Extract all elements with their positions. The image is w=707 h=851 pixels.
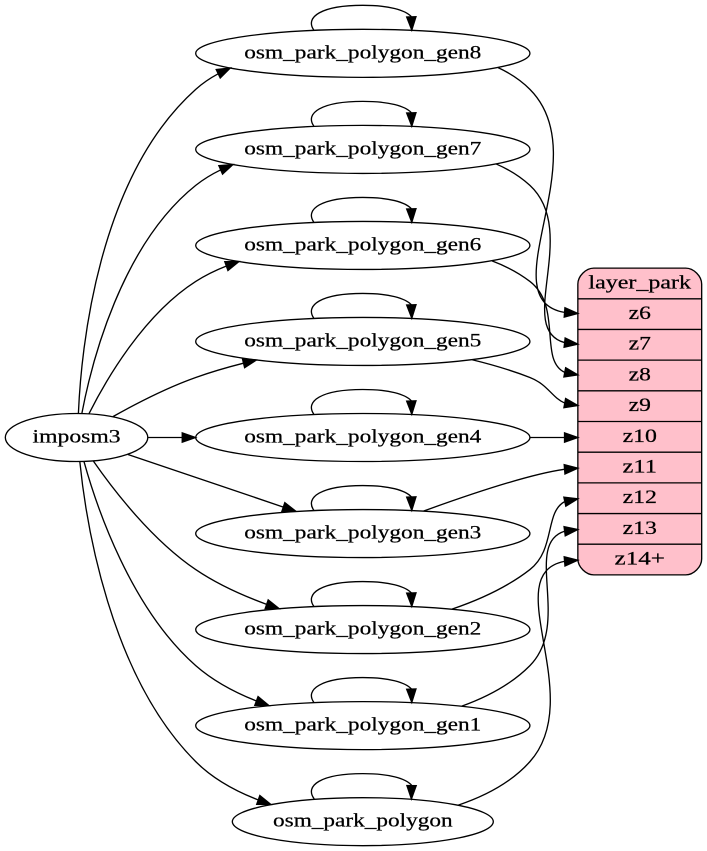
svg-text:z10: z10: [623, 426, 657, 447]
svg-text:z9: z9: [629, 395, 651, 416]
svg-text:z11: z11: [623, 456, 657, 477]
svg-text:osm_park_polygon: osm_park_polygon: [273, 811, 453, 832]
svg-text:osm_park_polygon_gen8: osm_park_polygon_gen8: [244, 42, 481, 63]
svg-text:z6: z6: [629, 303, 651, 324]
svg-text:layer_park: layer_park: [588, 272, 691, 293]
svg-text:osm_park_polygon_gen2: osm_park_polygon_gen2: [244, 619, 481, 640]
svg-text:imposm3: imposm3: [33, 426, 121, 447]
svg-text:osm_park_polygon_gen5: osm_park_polygon_gen5: [244, 330, 481, 351]
svg-text:osm_park_polygon_gen3: osm_park_polygon_gen3: [244, 522, 481, 543]
svg-text:osm_park_polygon_gen7: osm_park_polygon_gen7: [244, 138, 481, 159]
svg-text:z14+: z14+: [615, 548, 665, 569]
svg-text:osm_park_polygon_gen6: osm_park_polygon_gen6: [244, 234, 481, 255]
svg-text:osm_park_polygon_gen1: osm_park_polygon_gen1: [244, 715, 481, 736]
svg-text:z8: z8: [629, 364, 651, 385]
svg-text:z7: z7: [629, 334, 651, 355]
svg-text:osm_park_polygon_gen4: osm_park_polygon_gen4: [244, 426, 482, 447]
svg-text:z13: z13: [623, 518, 657, 539]
svg-text:z12: z12: [623, 487, 657, 508]
